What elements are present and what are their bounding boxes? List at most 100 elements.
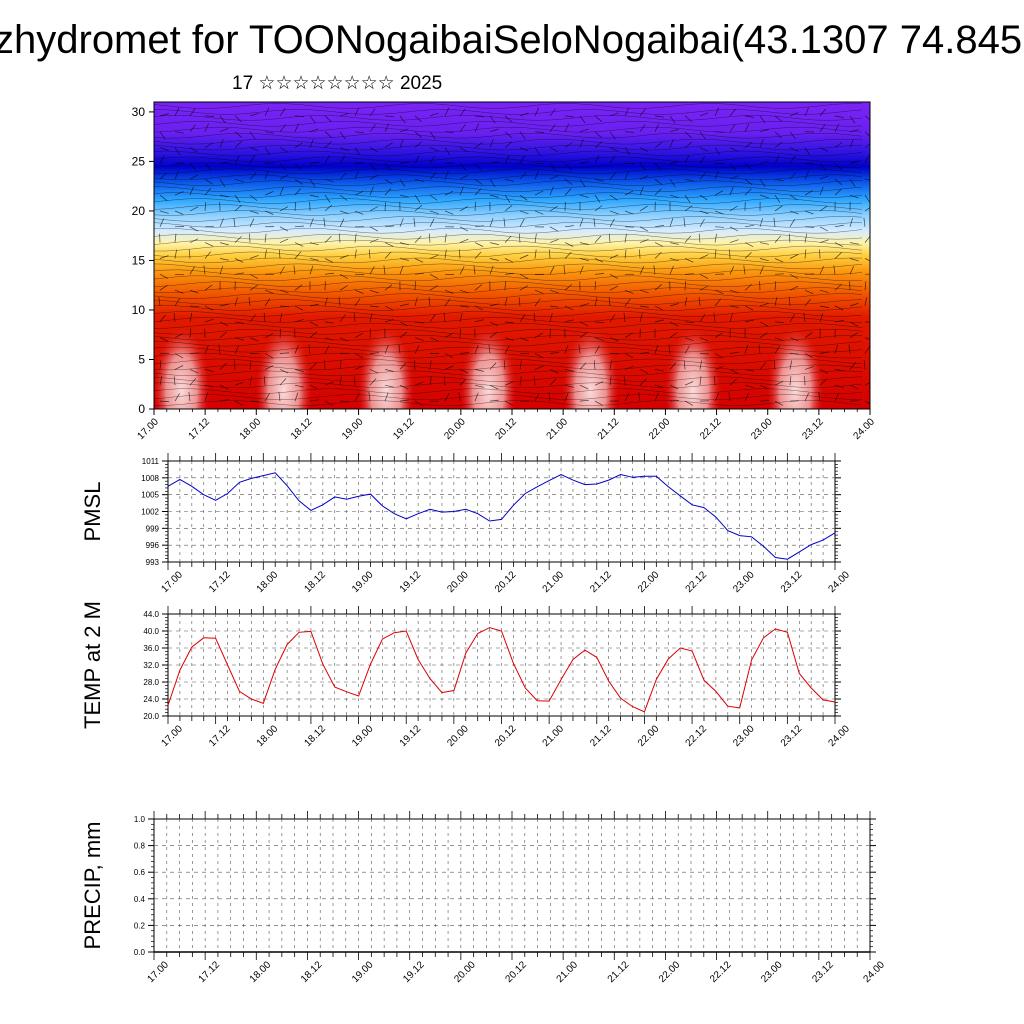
wind-vector bbox=[504, 258, 514, 263]
wind-vector bbox=[849, 160, 859, 164]
wind-vector bbox=[684, 281, 687, 291]
wind-vector bbox=[564, 319, 574, 323]
wind-vector bbox=[279, 186, 284, 196]
wind-vector bbox=[234, 381, 244, 386]
wind-vector bbox=[384, 369, 394, 372]
wind-vector bbox=[219, 362, 227, 370]
wind-vector bbox=[204, 187, 212, 196]
wind-vector bbox=[699, 147, 709, 152]
y-tick-label: 32.0 bbox=[143, 661, 159, 670]
wind-vector bbox=[698, 296, 701, 307]
wind-vector bbox=[579, 115, 586, 124]
wind-vector bbox=[219, 179, 226, 187]
wind-vector bbox=[579, 194, 589, 198]
wind-vector bbox=[249, 314, 256, 323]
wind-vector bbox=[219, 399, 229, 402]
wind-vector bbox=[609, 314, 616, 323]
wind-vector bbox=[384, 305, 394, 311]
wind-vector bbox=[834, 392, 840, 402]
wind-vector bbox=[489, 128, 499, 133]
wind-vector bbox=[383, 265, 386, 275]
wind-vector bbox=[639, 163, 646, 171]
heatmap-contour-line bbox=[154, 222, 863, 228]
wind-vector bbox=[444, 131, 454, 134]
wind-vector bbox=[159, 255, 169, 259]
wind-vector bbox=[339, 172, 347, 180]
wind-vector bbox=[279, 147, 288, 153]
wind-vector bbox=[218, 344, 221, 354]
wind-vector bbox=[654, 163, 662, 171]
wind-vector bbox=[339, 254, 349, 259]
wind-vector bbox=[849, 258, 859, 262]
wind-vector bbox=[624, 353, 634, 359]
wind-vector bbox=[624, 365, 634, 370]
wind-vector bbox=[564, 142, 573, 148]
wind-vector bbox=[339, 376, 342, 386]
y-tick-label: 1002 bbox=[141, 508, 159, 517]
wind-vector bbox=[354, 393, 360, 402]
wind-vector bbox=[789, 376, 792, 386]
wind-vector bbox=[459, 238, 469, 243]
y-tick-label: 0 bbox=[138, 402, 145, 416]
wind-vector bbox=[759, 129, 769, 133]
wind-vector bbox=[459, 186, 464, 196]
wind-vector bbox=[489, 161, 499, 164]
wind-vector bbox=[264, 289, 274, 294]
wind-vector bbox=[399, 115, 406, 124]
wind-vector bbox=[624, 233, 627, 243]
wind-vector bbox=[369, 313, 373, 322]
wind-vector bbox=[864, 337, 870, 340]
wind-vector bbox=[219, 218, 224, 227]
wind-vector bbox=[759, 218, 764, 227]
wind-vector bbox=[773, 360, 776, 370]
wind-vector bbox=[189, 174, 199, 180]
wind-vector bbox=[699, 210, 709, 215]
heatmap-contour-line bbox=[154, 103, 863, 109]
wind-vector bbox=[864, 178, 870, 181]
wind-vector bbox=[339, 194, 348, 201]
wind-vector bbox=[308, 344, 311, 354]
wind-vector bbox=[789, 254, 799, 259]
wind-vector bbox=[579, 384, 589, 390]
wind-vector bbox=[399, 179, 406, 187]
wind-vector bbox=[744, 224, 754, 228]
wind-vector bbox=[639, 351, 649, 354]
wind-vector bbox=[159, 273, 169, 279]
wind-vector bbox=[684, 131, 692, 139]
x-tick-label: 19.00 bbox=[350, 959, 376, 985]
wind-vector bbox=[399, 194, 409, 198]
wind-vector bbox=[339, 273, 349, 279]
wind-vector bbox=[324, 381, 334, 386]
wind-vector bbox=[864, 281, 867, 291]
wind-vector bbox=[264, 191, 274, 196]
wind-vector bbox=[519, 254, 529, 259]
heatmap-contour-line bbox=[154, 376, 863, 383]
wind-vector bbox=[189, 147, 198, 153]
wind-vector bbox=[263, 312, 266, 322]
wind-vector bbox=[639, 249, 641, 259]
wind-vector bbox=[369, 305, 379, 308]
wind-vector bbox=[729, 186, 734, 196]
x-tick-label: 23.00 bbox=[731, 569, 757, 595]
wind-vector bbox=[324, 131, 333, 138]
wind-vector bbox=[309, 265, 314, 275]
wind-vector bbox=[594, 400, 604, 406]
wind-vector bbox=[204, 115, 215, 117]
wind-vector bbox=[759, 384, 769, 390]
wind-vector bbox=[504, 273, 514, 275]
wind-vector bbox=[819, 226, 829, 232]
wind-vector bbox=[639, 305, 649, 308]
wind-vector bbox=[714, 190, 724, 196]
wind-vector bbox=[369, 174, 379, 180]
wind-vector bbox=[729, 175, 739, 180]
wind-vector bbox=[249, 273, 259, 279]
wind-vector bbox=[758, 344, 761, 354]
wind-vector bbox=[609, 172, 617, 180]
heatmap-warm-cell bbox=[562, 319, 619, 409]
wind-vector bbox=[519, 155, 526, 164]
wind-vector bbox=[189, 238, 199, 243]
series-line bbox=[167, 472, 836, 560]
wind-vector bbox=[323, 217, 326, 227]
wind-vector bbox=[789, 210, 799, 215]
wind-vector bbox=[804, 233, 808, 243]
